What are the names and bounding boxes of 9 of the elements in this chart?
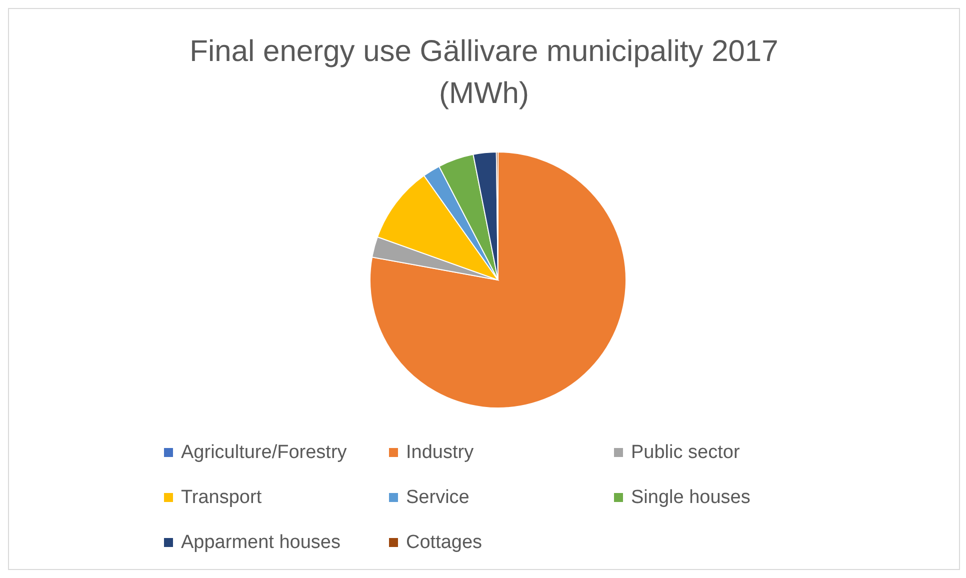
legend-label: Service: [406, 486, 470, 508]
legend-label: Cottages: [406, 532, 482, 554]
legend-label: Transport: [181, 486, 262, 508]
chart-title: Final energy use Gällivare municipality 2017 (MWh): [188, 34, 780, 112]
legend-label: Industry: [406, 442, 474, 464]
legend-label: Single houses: [631, 486, 750, 508]
legend-label: Agriculture/Forestry: [181, 442, 347, 464]
legend-label: Public sector: [631, 442, 740, 464]
legend-label: Apparment houses: [181, 532, 340, 554]
